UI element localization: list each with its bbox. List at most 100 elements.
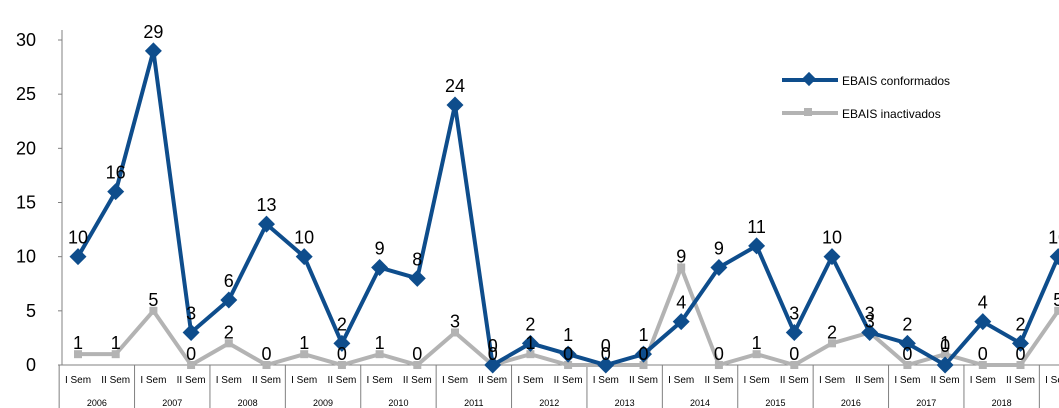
point-conformados bbox=[559, 345, 577, 363]
point-inactivados bbox=[1016, 361, 1025, 369]
point-inactivados bbox=[828, 339, 836, 348]
year-label: 2015 bbox=[765, 398, 785, 408]
data-label-inactivados: 0 bbox=[638, 344, 648, 364]
point-inactivados bbox=[752, 350, 761, 359]
data-label-inactivados: 0 bbox=[337, 344, 347, 364]
y-tick-label: 30 bbox=[16, 30, 36, 50]
year-label: 2013 bbox=[615, 398, 635, 408]
point-inactivados bbox=[639, 361, 648, 369]
point-conformados bbox=[220, 291, 238, 309]
y-tick-label: 25 bbox=[16, 84, 36, 104]
data-label-inactivados: 2 bbox=[224, 322, 234, 342]
legend: EBAIS conformados EBAIS inactivados bbox=[782, 71, 950, 121]
x-tick-label: I Sem bbox=[442, 375, 468, 386]
data-label-inactivados: 0 bbox=[601, 344, 611, 364]
data-label-inactivados: 5 bbox=[1053, 290, 1059, 310]
year-label: 2016 bbox=[841, 398, 861, 408]
data-label-conformados: 1 bbox=[638, 325, 648, 345]
point-inactivados bbox=[1054, 306, 1059, 315]
y-tick-label: 0 bbox=[26, 355, 36, 375]
point-conformados bbox=[144, 42, 162, 60]
data-label-conformados: 10 bbox=[822, 228, 842, 248]
point-inactivados bbox=[564, 361, 573, 369]
data-label-conformados: 3 bbox=[789, 304, 799, 324]
point-conformados bbox=[408, 269, 426, 287]
data-label-inactivados: 1 bbox=[940, 333, 950, 353]
x-tick-label: II Sem bbox=[1006, 375, 1035, 386]
x-tick-label: II Sem bbox=[704, 375, 733, 386]
point-conformados bbox=[898, 334, 916, 352]
x-tick-label: I Sem bbox=[819, 375, 845, 386]
point-conformados bbox=[182, 324, 200, 341]
x-tick-label: I Sem bbox=[140, 375, 166, 386]
x-tick-label: I Sem bbox=[593, 375, 619, 386]
legend-marker-inactivados bbox=[804, 108, 812, 116]
data-label-conformados: 10 bbox=[1048, 228, 1059, 248]
point-inactivados bbox=[677, 263, 686, 272]
data-label-inactivados: 2 bbox=[827, 322, 837, 342]
data-label-inactivados: 0 bbox=[412, 344, 422, 364]
point-inactivados bbox=[903, 361, 912, 369]
data-label-inactivados: 1 bbox=[73, 333, 83, 353]
point-inactivados bbox=[187, 361, 196, 369]
data-label-inactivados: 3 bbox=[450, 312, 460, 332]
point-conformados bbox=[710, 259, 728, 276]
point-inactivados bbox=[941, 350, 950, 359]
data-label-inactivados: 0 bbox=[563, 344, 573, 364]
data-label-conformados: 9 bbox=[375, 239, 385, 259]
y-tick-label: 15 bbox=[16, 193, 36, 213]
point-inactivados bbox=[111, 350, 120, 359]
point-conformados bbox=[672, 313, 690, 331]
legend-marker-conformados bbox=[801, 71, 817, 87]
point-conformados bbox=[597, 356, 615, 374]
data-label-conformados: 3 bbox=[186, 304, 196, 324]
point-conformados bbox=[823, 248, 841, 266]
year-label: 2018 bbox=[992, 398, 1012, 408]
point-inactivados bbox=[714, 361, 723, 369]
data-label-inactivados: 1 bbox=[111, 333, 121, 353]
x-tick-label: II Sem bbox=[780, 375, 809, 386]
y-tick-label: 10 bbox=[16, 247, 36, 267]
year-label: 2011 bbox=[464, 398, 483, 408]
data-label-inactivados: 3 bbox=[865, 312, 875, 332]
year-label: 2010 bbox=[388, 398, 408, 408]
x-tick-label: II Sem bbox=[101, 375, 130, 386]
series-markers bbox=[69, 42, 1059, 374]
point-inactivados bbox=[978, 361, 987, 369]
x-tick-label: II Sem bbox=[478, 375, 507, 386]
point-conformados bbox=[69, 248, 87, 266]
point-conformados bbox=[635, 345, 652, 363]
x-tick-label: I Sem bbox=[1045, 375, 1059, 386]
point-conformados bbox=[446, 96, 464, 114]
x-tick-label: I Sem bbox=[65, 375, 91, 386]
point-inactivados bbox=[526, 350, 535, 359]
data-label-conformados: 2 bbox=[902, 314, 912, 334]
data-label-inactivados: 0 bbox=[488, 344, 498, 364]
data-label-conformados: 6 bbox=[224, 271, 234, 291]
year-label: 2007 bbox=[162, 398, 182, 408]
point-conformados bbox=[748, 237, 766, 255]
point-inactivados bbox=[300, 350, 309, 359]
data-label-inactivados: 0 bbox=[978, 344, 988, 364]
x-tick-label: II Sem bbox=[327, 375, 356, 386]
point-inactivados bbox=[262, 361, 271, 369]
legend-label-conformados: EBAIS conformados bbox=[842, 74, 950, 88]
data-label-inactivados: 1 bbox=[525, 333, 535, 353]
point-inactivados bbox=[224, 339, 233, 348]
y-tick-label: 5 bbox=[26, 301, 36, 321]
data-label-conformados: 9 bbox=[714, 239, 724, 259]
point-inactivados bbox=[451, 328, 459, 337]
data-label-inactivados: 1 bbox=[299, 333, 309, 353]
data-label-conformados: 2 bbox=[337, 314, 347, 334]
x-tick-label: II Sem bbox=[554, 375, 583, 386]
point-conformados bbox=[974, 313, 992, 331]
data-label-conformados: 29 bbox=[143, 22, 163, 42]
point-conformados bbox=[861, 324, 879, 341]
data-label-inactivados: 5 bbox=[148, 290, 158, 310]
data-label-conformados: 11 bbox=[747, 217, 766, 237]
point-conformados bbox=[936, 356, 954, 374]
year-label: 2017 bbox=[916, 398, 936, 408]
year-label: 2006 bbox=[87, 398, 107, 408]
